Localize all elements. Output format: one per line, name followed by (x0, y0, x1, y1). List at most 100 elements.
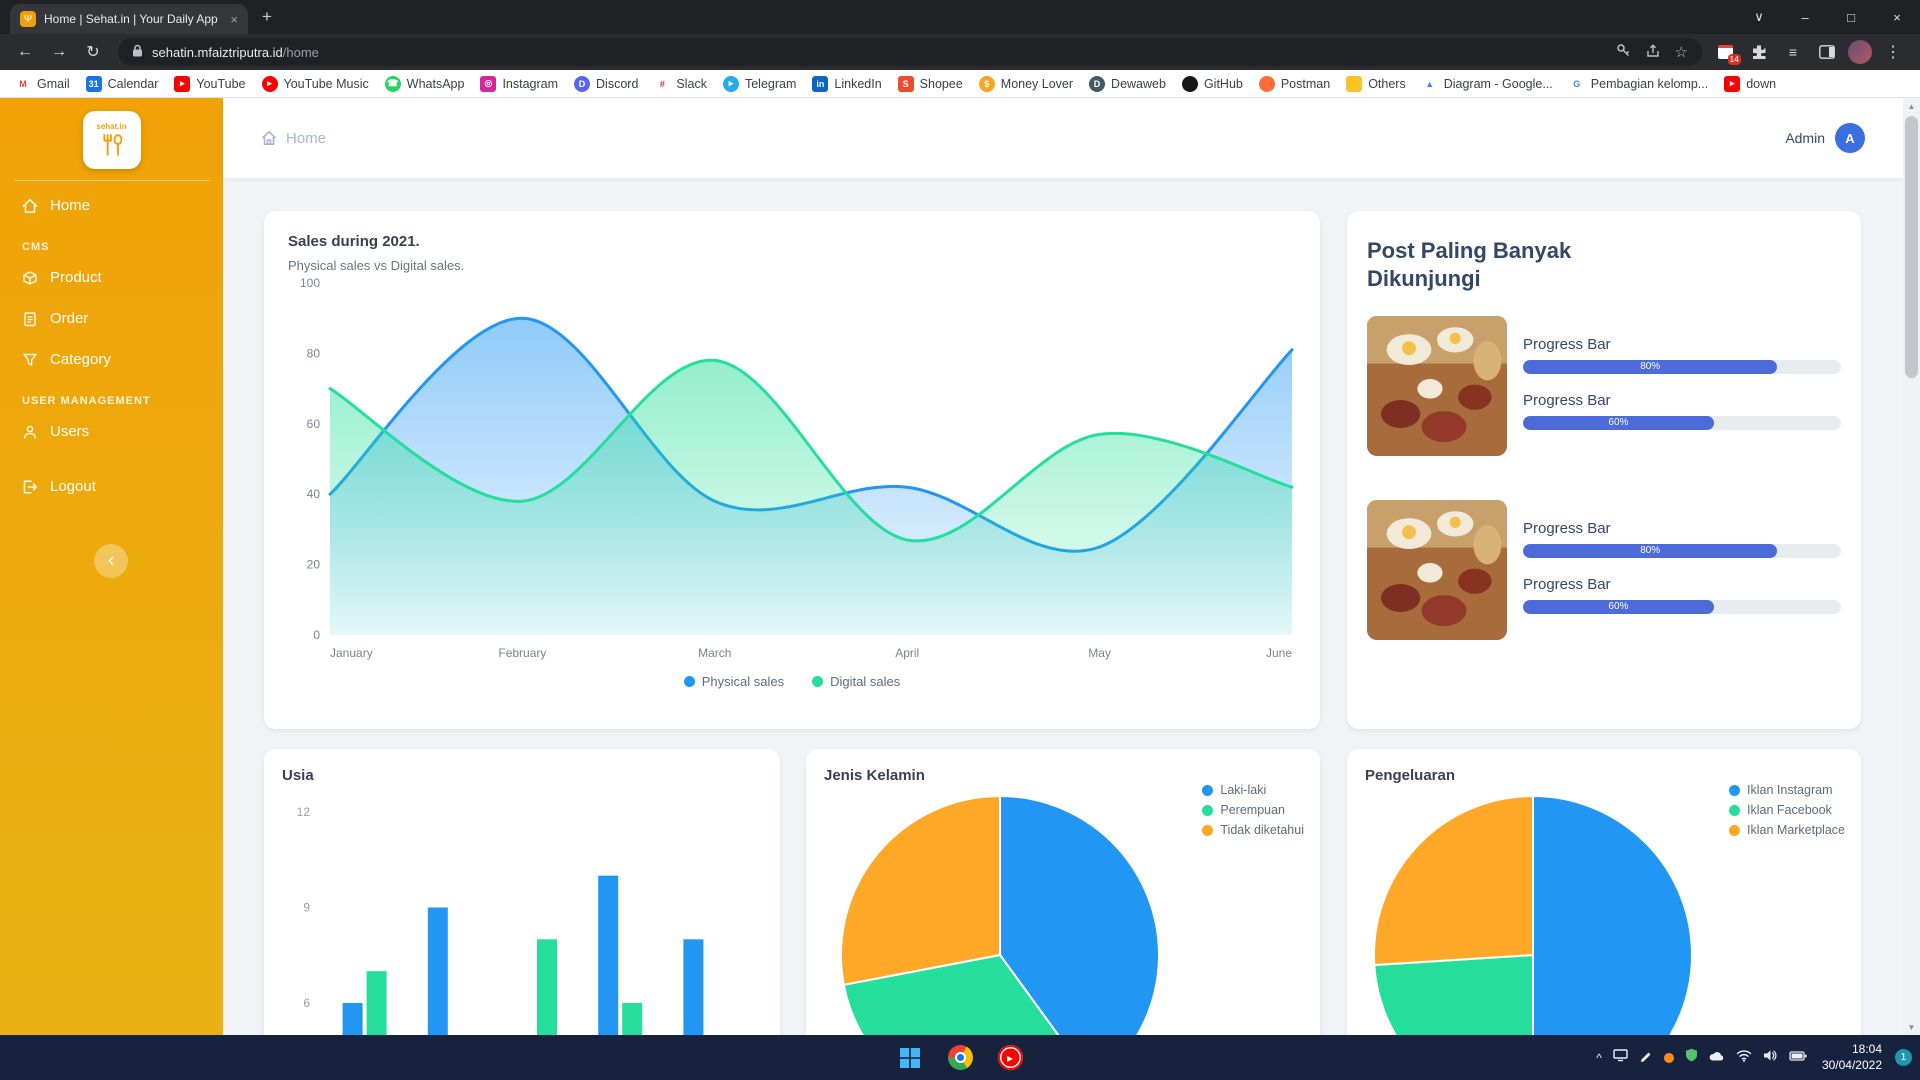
legend-item[interactable]: Laki-laki (1202, 783, 1304, 797)
browser-toolbar: ← → ↻ sehatin.mfaiztriputra.id/home ☆ 14 (0, 34, 1920, 70)
battery-icon[interactable] (1789, 1049, 1807, 1067)
window-minimize-button[interactable]: – (1801, 9, 1809, 25)
volume-icon[interactable] (1763, 1049, 1778, 1067)
legend-item[interactable]: Tidak diketahui (1202, 823, 1304, 837)
bookmark-instagram[interactable]: ◎ Instagram (473, 73, 565, 95)
window-close-button[interactable]: × (1893, 9, 1901, 25)
bookmark-slack[interactable]: # Slack (647, 73, 714, 95)
svg-text:March: March (698, 646, 731, 660)
logo-text: sehat.in (96, 122, 127, 131)
share-icon[interactable] (1646, 43, 1660, 61)
avast-tray-icon[interactable] (1663, 1052, 1674, 1063)
side-panel-icon[interactable] (1814, 39, 1840, 65)
bookmark-gmail[interactable]: M Gmail (8, 73, 77, 95)
taskbar-chrome-icon[interactable] (939, 1037, 981, 1079)
taskbar-center-icons: ▸ (889, 1035, 1031, 1080)
legend-item[interactable]: Perempuan (1202, 803, 1304, 817)
app-logo[interactable]: sehat.in (82, 111, 141, 169)
monitor-tray-icon[interactable] (1613, 1048, 1628, 1067)
hidden-icons-chevron[interactable]: ^ (1596, 1050, 1602, 1065)
bookmark-label: Telegram (744, 76, 797, 91)
tab-close-icon[interactable]: × (230, 11, 238, 27)
browser-tab[interactable]: Ψ Home | Sehat.in | Your Daily App × (10, 4, 248, 34)
legend-item[interactable]: Physical sales (683, 674, 785, 689)
sidebar-collapse-button[interactable]: ‹ (94, 544, 128, 578)
tab-title: Home | Sehat.in | Your Daily App (44, 12, 218, 26)
spending-chart-title: Pengeluaran (1365, 767, 1456, 784)
legend-item[interactable]: Digital sales (812, 674, 900, 689)
reload-button[interactable]: ↻ (86, 44, 100, 61)
sidebar-item-logout[interactable]: Logout (0, 466, 223, 507)
start-button[interactable] (889, 1037, 931, 1079)
window-maximize-button[interactable]: □ (1847, 9, 1855, 25)
bookmark-calendar[interactable]: 31 Calendar (79, 73, 166, 95)
password-key-icon[interactable] (1616, 43, 1631, 61)
calendar-extension-icon[interactable]: 14 (1712, 39, 1741, 65)
bookmark-label: Shopee (919, 76, 963, 91)
scrollbar-down-arrow[interactable]: ▼ (1907, 1022, 1916, 1032)
bookmark-postman[interactable]: Postman (1252, 73, 1337, 95)
browser-menu-icon[interactable]: ⋮ (1885, 44, 1901, 61)
wifi-icon[interactable] (1736, 1049, 1752, 1067)
scrollbar-thumb[interactable] (1905, 116, 1918, 378)
post-image (1367, 316, 1507, 456)
user-icon (24, 425, 36, 439)
bookmark-youtube[interactable]: ▸ YouTube (167, 73, 252, 95)
legend-label: Physical sales (701, 674, 785, 689)
bookmark-down[interactable]: ▸ down (1717, 73, 1783, 95)
bookmarks-bar: M Gmail 31 Calendar ▸ YouTube ▸ YouTube Music ☎ W… (0, 70, 1920, 98)
scrollbar-up-arrow[interactable]: ▲ (1907, 101, 1916, 111)
user-avatar[interactable]: A (1835, 123, 1865, 153)
extensions-puzzle-icon[interactable] (1746, 39, 1772, 65)
taskbar-clock[interactable]: 18:04 30/04/2022 (1822, 1042, 1882, 1073)
bookmark-discord[interactable]: D Discord (567, 73, 645, 95)
bookmark-money-lover[interactable]: $ Money Lover (972, 73, 1080, 95)
taskbar-youtube-music-icon[interactable]: ▸ (989, 1037, 1031, 1079)
progress-bar: 60% (1523, 416, 1841, 430)
bookmark-telegram[interactable]: ▸ Telegram (716, 73, 803, 95)
bookmark-shopee[interactable]: S Shopee (891, 73, 970, 95)
github-icon (1181, 75, 1198, 92)
windows-taskbar: ▸ ^ (0, 1035, 1920, 1080)
window-controls: ∨ – □ × (1736, 0, 1920, 34)
sidebar-item-category[interactable]: Category (0, 339, 223, 380)
svg-text:60: 60 (307, 417, 321, 431)
bookmark-whatsapp[interactable]: ☎ WhatsApp (378, 73, 472, 95)
sidebar-item-order[interactable]: Order (0, 298, 223, 339)
bookmark-linkedin[interactable]: in LinkedIn (805, 73, 888, 95)
window-search-tabs-icon[interactable]: ∨ (1754, 9, 1764, 24)
bookmark-youtube-music[interactable]: ▸ YouTube Music (255, 73, 376, 95)
legend-dot-icon (1729, 784, 1741, 796)
folder-icon (1346, 75, 1363, 92)
reading-list-icon[interactable]: ≡ (1788, 44, 1798, 60)
sidebar-item-product[interactable]: Product (0, 257, 223, 298)
bookmark-dewaweb[interactable]: D Dewaweb (1082, 73, 1173, 95)
legend-dot-icon (1202, 824, 1214, 836)
address-bar[interactable]: sehatin.mfaiztriputra.id/home ☆ (118, 38, 1702, 66)
sidebar-item-home[interactable]: Home (0, 185, 223, 226)
bookmark-others[interactable]: Others (1339, 73, 1413, 95)
notification-count-badge[interactable]: 1 (1895, 1049, 1912, 1066)
telegram-icon: ▸ (722, 75, 739, 92)
post-row: Progress Bar 80% Progress Bar 60% (1367, 500, 1841, 640)
profile-avatar[interactable] (1848, 40, 1872, 64)
legend-item[interactable]: Iklan Facebook (1729, 803, 1845, 817)
bookmark-diagram-google[interactable]: ▲ Diagram - Google... (1415, 73, 1560, 95)
onedrive-cloud-icon[interactable] (1709, 1049, 1725, 1067)
shield-tray-icon[interactable] (1685, 1048, 1698, 1067)
breadcrumb[interactable]: Home (261, 130, 326, 147)
legend-item[interactable]: Iklan Instagram (1729, 783, 1845, 797)
bookmark-pembagian-kelomp[interactable]: G Pembagian kelomp... (1562, 73, 1715, 95)
new-tab-button[interactable]: + (262, 7, 272, 26)
pen-tray-icon[interactable] (1639, 1048, 1653, 1067)
back-button[interactable]: ← (17, 43, 33, 60)
bookmark-github[interactable]: GitHub (1175, 73, 1250, 95)
legend-item[interactable]: Iklan Marketplace (1729, 823, 1845, 837)
legend-label: Laki-laki (1220, 783, 1267, 797)
legend-label: Perempuan (1220, 803, 1285, 817)
sidebar-item-users[interactable]: Users (0, 411, 223, 452)
bookmark-star-icon[interactable]: ☆ (1674, 44, 1688, 61)
legend-label: Iklan Instagram (1747, 783, 1833, 797)
forward-button[interactable]: → (51, 43, 67, 60)
svg-text:June: June (1266, 646, 1292, 660)
